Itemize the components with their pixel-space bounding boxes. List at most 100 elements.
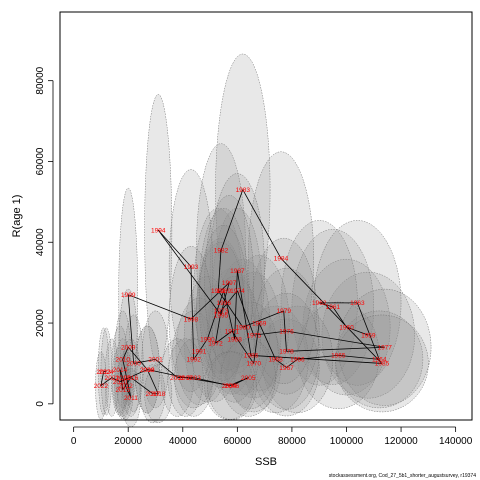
year-label-1976: 1976 (279, 328, 294, 335)
trajectory-segment-1991 (193, 351, 200, 360)
trajectory-segment-1997 (190, 282, 230, 320)
year-label-2002: 2002 (170, 375, 185, 382)
x-tick-label: 60000 (223, 436, 251, 447)
year-label-2022: 2022 (94, 383, 109, 390)
year-label-2020: 2020 (113, 379, 128, 386)
trajectory-segment-1980 (217, 290, 244, 328)
trajectory-segment-1993 (157, 229, 192, 267)
year-label-1972: 1972 (208, 341, 223, 348)
year-label-2013: 2013 (116, 375, 131, 382)
year-label-1970: 1970 (246, 361, 261, 368)
year-label-1982: 1982 (214, 248, 229, 255)
y-tick-label: 60000 (35, 147, 46, 175)
year-label-1966: 1966 (290, 357, 305, 364)
year-label-1967: 1967 (279, 365, 294, 372)
trajectory-segment-1989 (206, 290, 225, 340)
x-tick-label: 140000 (439, 436, 473, 447)
trajectory-segment-1998 (128, 294, 192, 320)
year-label-1980: 1980 (236, 324, 251, 331)
trajectory-segment-1977 (286, 346, 385, 352)
trajectory-segment-1988 (223, 290, 236, 340)
trajectory-segment-2006 (185, 377, 232, 387)
x-tick-label: 40000 (169, 436, 197, 447)
trajectory-segment-2015 (122, 377, 132, 390)
trajectory-segment-1973 (220, 290, 238, 312)
trajectory-segment-2008 (127, 347, 148, 370)
trajectory-segment-1995 (220, 302, 225, 316)
trajectory-segment-1972 (215, 310, 222, 344)
year-label-1994: 1994 (151, 227, 166, 234)
year-label-2009: 2009 (121, 345, 136, 352)
year-label-1988: 1988 (227, 337, 242, 344)
year-label-1960: 1960 (339, 324, 354, 331)
year-label-2015: 2015 (116, 387, 131, 394)
trajectory-segment-2020 (111, 377, 121, 382)
year-label-1990: 1990 (200, 337, 215, 344)
credit-text: stockassessment.org, Cod_27_5b1_shorter_… (329, 473, 476, 479)
trajectory-segment-2000 (133, 359, 156, 364)
trajectory-segment-1967 (275, 359, 287, 368)
trajectory-segment-1971 (215, 330, 233, 344)
y-axis: 0 20000 40000 60000 80000 (35, 66, 54, 407)
year-label-1987: 1987 (230, 268, 245, 275)
trajectory-segment-1986 (236, 270, 252, 356)
year-label-2003: 2003 (186, 375, 201, 382)
year-label-1997: 1997 (222, 280, 237, 287)
year-label-2011: 2011 (124, 395, 138, 402)
year-label-1975: 1975 (246, 332, 261, 339)
y-tick-label: 20000 (35, 309, 46, 337)
trajectory-segment-2022 (100, 371, 105, 386)
trajectory-segment-1996 (223, 282, 230, 303)
year-label-2005: 2005 (241, 375, 256, 382)
year-label-1979: 1979 (277, 308, 292, 315)
year-label-1985: 1985 (375, 361, 390, 368)
trajectory-segment-1968 (258, 322, 276, 360)
year-label-1962: 1962 (312, 300, 327, 307)
trajectory-segment-2019 (119, 369, 148, 382)
trajectory-segment-1982 (220, 189, 244, 251)
year-label-1991: 1991 (192, 349, 207, 356)
trajectory-segment-1964 (338, 354, 380, 360)
x-tick-label: 100000 (330, 436, 364, 447)
year-label-2006: 2006 (225, 383, 240, 390)
trajectory-segment-2001 (155, 359, 178, 378)
year-label-1992: 1992 (186, 357, 201, 364)
y-axis-title: R(age 1) (11, 195, 23, 238)
year-label-1986: 1986 (244, 353, 259, 360)
year-label-2008: 2008 (140, 367, 155, 374)
year-label-1978: 1978 (279, 349, 294, 356)
trajectory-segment-1981 (217, 250, 222, 291)
year-label-2019: 2019 (140, 367, 155, 374)
year-label-1984: 1984 (274, 256, 289, 263)
year-label-1974: 1974 (230, 288, 245, 295)
y-tick-label: 0 (35, 401, 46, 407)
year-label-1995: 1995 (214, 312, 229, 319)
trajectory-segment-2012 (122, 377, 126, 386)
trajectory-segment-1976 (286, 330, 385, 348)
year-label-1968: 1968 (268, 357, 283, 364)
year-label-1996: 1996 (216, 300, 231, 307)
trajectory-segment-1974 (236, 290, 255, 336)
x-tick-label: 20000 (114, 436, 142, 447)
year-label-2012: 2012 (118, 383, 133, 390)
year-label-1963: 1963 (350, 300, 365, 307)
x-tick-label: 120000 (384, 436, 418, 447)
year-label-2018: 2018 (151, 391, 166, 398)
trajectory-segment-1990 (198, 338, 208, 352)
y-tick-label: 80000 (35, 66, 46, 94)
trajectory-segment-2009 (122, 347, 129, 360)
year-label-2004: 2004 (222, 383, 237, 390)
year-label-2016: 2016 (124, 375, 139, 382)
trajectory-segment-2021 (100, 377, 113, 386)
year-label-2023: 2023 (96, 369, 111, 376)
year-label-2024: 2024 (99, 369, 114, 376)
trajectory-segment-1987 (234, 270, 238, 340)
trajectory-segment-1992 (190, 266, 195, 360)
year-label-1989: 1989 (216, 288, 231, 295)
trajectory-segment-2011 (125, 385, 132, 398)
year-label-2001: 2001 (148, 357, 163, 364)
trajectory-segment-1985 (250, 354, 382, 364)
year-label-1983: 1983 (236, 187, 251, 194)
trajectory-segment-2014 (119, 369, 124, 390)
